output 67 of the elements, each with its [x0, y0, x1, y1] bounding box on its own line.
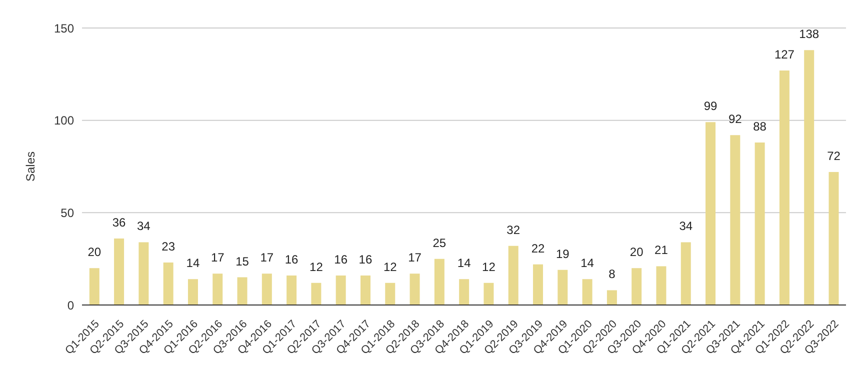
bar — [730, 135, 740, 305]
y-tick-label: 50 — [60, 206, 74, 220]
bar — [262, 274, 272, 305]
bar — [656, 266, 666, 305]
data-label: 14 — [186, 256, 200, 270]
bar — [706, 122, 716, 305]
data-label: 88 — [753, 119, 767, 134]
bar — [434, 258, 444, 305]
bar — [459, 279, 470, 305]
data-label: 23 — [162, 240, 176, 254]
y-tick-label: 150 — [54, 21, 74, 36]
bar — [606, 290, 617, 305]
bar — [212, 274, 223, 305]
bar — [804, 50, 814, 305]
data-label: 21 — [654, 243, 668, 258]
data-label: 14 — [580, 256, 594, 270]
bar — [632, 268, 642, 305]
bar — [336, 275, 346, 305]
bar — [582, 279, 592, 305]
bar — [828, 172, 839, 305]
data-label: 16 — [334, 252, 348, 266]
bar — [311, 282, 322, 305]
data-label: 12 — [310, 260, 324, 274]
data-label: 34 — [679, 219, 693, 234]
data-label: 72 — [827, 149, 841, 164]
data-label: 8 — [608, 267, 616, 282]
data-label: 17 — [260, 250, 274, 265]
data-label: 92 — [728, 112, 742, 126]
bar — [484, 282, 494, 305]
y-tick-label: 0 — [67, 298, 74, 312]
bar — [508, 246, 518, 305]
data-label: 99 — [704, 99, 718, 114]
bar — [754, 142, 765, 305]
data-label: 36 — [112, 216, 126, 230]
data-label: 17 — [408, 250, 422, 265]
bar — [779, 70, 790, 305]
data-label: 12 — [482, 260, 496, 274]
data-label: 138 — [799, 27, 820, 42]
bar — [680, 242, 691, 305]
bar — [286, 275, 297, 305]
bar — [114, 238, 124, 305]
bar — [360, 275, 370, 305]
data-label: 20 — [88, 245, 102, 260]
data-label: 16 — [284, 252, 299, 266]
data-label: 15 — [236, 254, 250, 268]
bar — [385, 282, 396, 305]
y-axis-title: Sales — [23, 151, 38, 182]
data-label: 127 — [774, 47, 795, 62]
bar — [410, 274, 420, 305]
data-label: 32 — [506, 222, 520, 237]
y-tick-label: 100 — [54, 114, 74, 128]
data-label: 22 — [531, 241, 545, 256]
data-label: 20 — [630, 245, 644, 260]
bar — [163, 262, 174, 305]
bar — [533, 264, 544, 305]
bar — [558, 270, 568, 305]
data-label: 14 — [457, 256, 472, 270]
data-label: 12 — [383, 260, 398, 274]
bar — [138, 242, 149, 305]
data-label: 16 — [358, 252, 372, 266]
data-label: 19 — [556, 246, 570, 261]
bar — [237, 277, 248, 305]
data-label: 25 — [432, 236, 446, 250]
bar — [89, 268, 100, 305]
data-label: 34 — [137, 219, 151, 234]
data-label: 17 — [210, 250, 225, 265]
bar — [188, 279, 198, 305]
